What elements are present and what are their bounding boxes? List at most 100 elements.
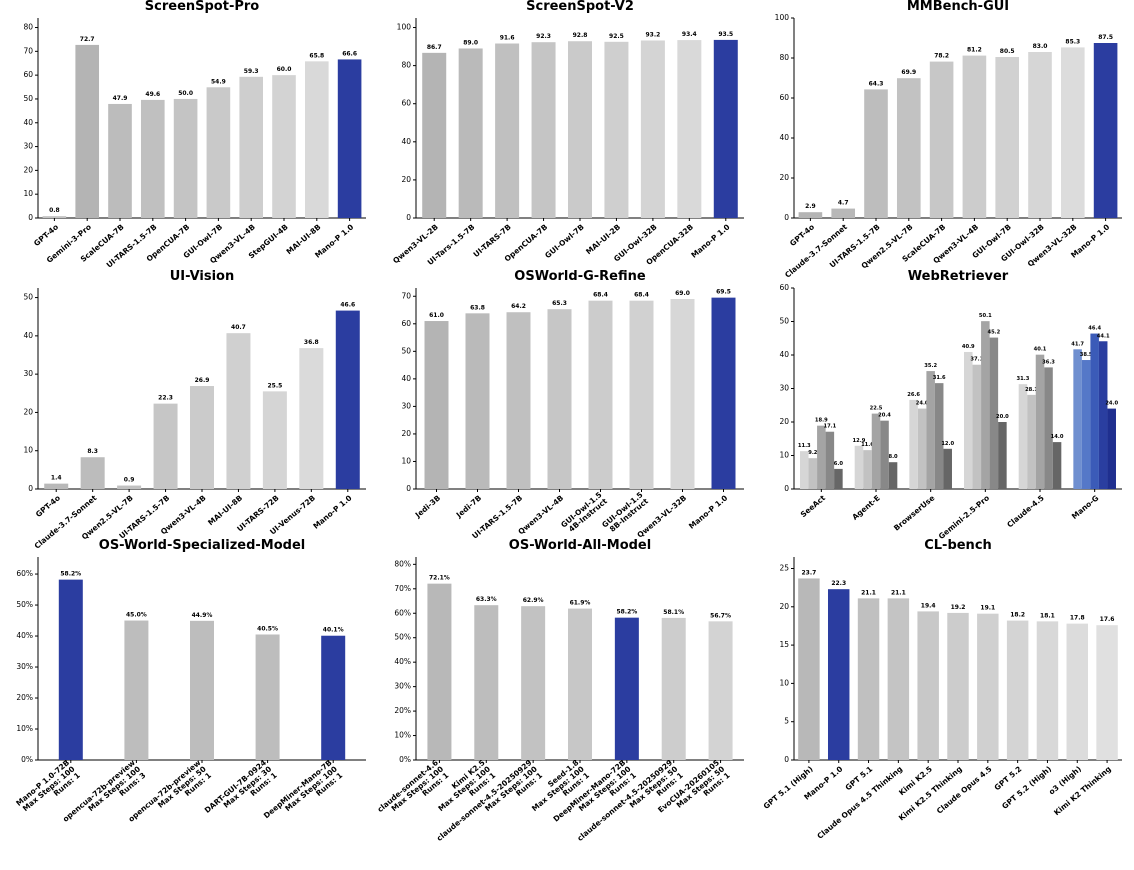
bar [896, 78, 921, 218]
x-tick-label: Mano-P 1.0 [687, 493, 729, 530]
value-label: 22.3 [158, 395, 173, 402]
bar [708, 621, 733, 760]
x-tick-label: BrowserUse [892, 493, 936, 532]
bar [981, 321, 990, 489]
bar [943, 448, 952, 489]
bar [337, 59, 362, 218]
y-tick-label: 0 [784, 213, 789, 222]
bar [962, 55, 987, 218]
value-label: 56.7% [710, 612, 731, 619]
bar [827, 589, 850, 760]
bar [998, 422, 1007, 489]
y-tick-label: 30 [23, 142, 33, 151]
value-label: 40.7 [231, 324, 246, 331]
y-tick-label: 0 [784, 484, 789, 493]
y-tick-label: 50% [394, 633, 411, 642]
value-label: 17.6 [1100, 616, 1115, 623]
value-label: 61.0 [429, 312, 444, 319]
value-label: 4.7 [838, 200, 849, 207]
y-tick-label: 20 [23, 165, 33, 174]
y-tick-label: 60 [23, 70, 33, 79]
bar [474, 605, 499, 760]
value-label: 24.0 [1105, 401, 1118, 407]
bar [1052, 442, 1062, 489]
value-label: 59.3 [244, 68, 259, 75]
y-tick-label: 0% [21, 755, 33, 764]
bar [1028, 52, 1052, 218]
bar [422, 52, 447, 218]
value-label: 60.0 [277, 66, 292, 73]
bar [929, 61, 954, 218]
bar [808, 458, 818, 489]
value-label: 9.2 [808, 450, 818, 456]
chart-title: CL-bench [924, 538, 992, 553]
value-label: 46.4 [1088, 326, 1101, 332]
bar [887, 598, 910, 760]
y-tick-label: 40 [779, 133, 789, 142]
x-tick-label: DeepMiner-Mano-7BMax Steps: 100Runs: 1 [262, 758, 345, 833]
x-tick-label: Kimi K2 Thinking [1052, 764, 1113, 817]
y-tick-label: 60% [394, 608, 411, 617]
x-tick-label: MAI-UI-2B [584, 222, 622, 256]
y-tick-label: 50 [779, 317, 789, 326]
bar [1107, 408, 1116, 489]
value-label: 20.4 [878, 413, 891, 419]
bar [1035, 354, 1045, 489]
y-tick-label: 0% [399, 755, 411, 764]
value-label: 8.3 [87, 448, 98, 455]
bar [321, 635, 346, 760]
bar [888, 462, 898, 489]
bar [588, 300, 613, 489]
value-label: 44.9% [192, 612, 213, 619]
bar [1073, 349, 1082, 489]
x-tick-label: Mano-P 1.0 [311, 493, 353, 530]
value-label: 63.3% [476, 596, 497, 603]
bar [817, 425, 826, 489]
value-label: 40.5% [257, 625, 278, 632]
bar [926, 371, 935, 489]
value-label: 68.4 [593, 292, 608, 299]
y-tick-label: 30 [779, 384, 789, 393]
value-label: 20.0 [996, 414, 1009, 420]
y-tick-label: 50 [23, 94, 33, 103]
value-label: 61.9% [570, 600, 591, 607]
chart-title: OS-World-All-Model [509, 538, 651, 553]
bar [713, 39, 738, 219]
value-label: 31.6 [933, 375, 946, 381]
value-label: 86.7 [427, 44, 442, 51]
value-label: 65.8 [309, 52, 324, 59]
x-tick-label: Claude-3.7-Sonnet [33, 493, 99, 551]
y-tick-label: 60 [779, 283, 789, 292]
bar [75, 44, 100, 219]
value-label: 25.5 [267, 382, 282, 389]
value-label: 44.1 [1097, 333, 1110, 339]
bar [153, 403, 178, 489]
chart-title: OSWorld-G-Refine [514, 269, 646, 284]
y-tick-label: 20 [779, 417, 789, 426]
bar [711, 297, 736, 489]
value-label: 19.2 [951, 604, 966, 611]
x-tick-label: Mano-P 1.0 [689, 222, 731, 259]
y-tick-label: 20% [394, 706, 411, 715]
bar [614, 617, 639, 760]
y-tick-label: 40 [23, 118, 33, 127]
value-label: 91.6 [500, 35, 515, 42]
y-tick-label: 0 [28, 484, 33, 493]
y-tick-label: 50% [16, 600, 33, 609]
bar [335, 310, 360, 489]
y-tick-label: 0 [406, 213, 411, 222]
value-label: 47.9 [113, 95, 128, 102]
x-tick-label: GPT-4o [32, 222, 60, 248]
bar [1081, 360, 1091, 489]
x-tick-label: Qwen3-VL-4B [516, 493, 565, 536]
value-label: 18.9 [815, 418, 828, 424]
bar [1098, 341, 1108, 489]
bar [173, 98, 198, 218]
bar [629, 300, 654, 489]
value-label: 40.1% [323, 627, 344, 634]
y-tick-label: 50 [401, 346, 411, 355]
bar [568, 41, 592, 218]
value-label: 69.0 [675, 290, 690, 297]
value-label: 8.0 [888, 454, 898, 460]
